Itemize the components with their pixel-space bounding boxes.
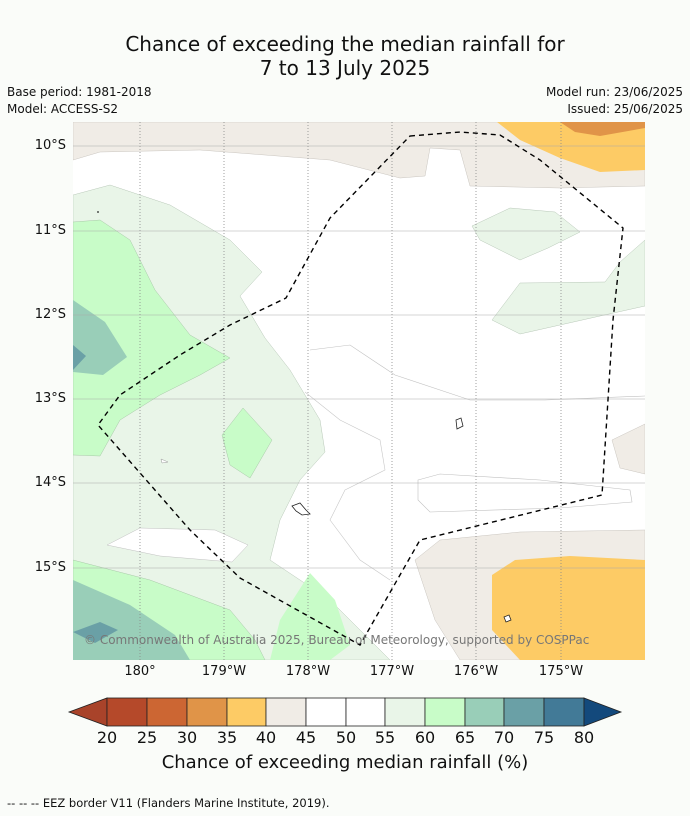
- colorbar-lower-extension: [67, 697, 108, 727]
- colorbar-tick-50: 50: [335, 728, 357, 747]
- lat-label-10s: 10°S: [34, 138, 66, 153]
- copyright-notice: © Commonwealth of Australia 2025, Bureau…: [84, 633, 590, 647]
- lon-label-178w: 178°W: [285, 664, 331, 679]
- colorbar-tick-80: 80: [573, 728, 595, 747]
- probability-field: [73, 122, 645, 660]
- colorbar-upper-extension: [583, 697, 623, 727]
- colorbar-tick-20: 20: [96, 728, 118, 747]
- eez-legend: -- -- -- EEZ border V11 (Flanders Marine…: [7, 796, 330, 810]
- colorbar-tick-75: 75: [533, 728, 555, 747]
- lat-label-13s: 13°S: [34, 391, 66, 406]
- colorbar-tick-65: 65: [454, 728, 476, 747]
- colorbar-tick-60: 60: [414, 728, 436, 747]
- model-name: Model: ACCESS-S2: [7, 102, 119, 116]
- lon-label-179w: 179°W: [201, 664, 247, 679]
- eez-border: [97, 131, 624, 646]
- colorbar-title: Chance of exceeding median rainfall (%): [161, 752, 529, 773]
- lat-label-15s: 15°S: [34, 560, 66, 575]
- lat-label-14s: 14°S: [34, 475, 66, 490]
- colorbar-tick-45: 45: [295, 728, 317, 747]
- colorbar-tick-70: 70: [493, 728, 515, 747]
- colorbar-tick-55: 55: [374, 728, 396, 747]
- lon-label-175w: 175°W: [538, 664, 584, 679]
- model-run: Model run: 23/06/2025: [545, 85, 683, 99]
- colorbar: [67, 697, 623, 727]
- issued-date: Issued: 25/06/2025: [567, 102, 683, 116]
- lat-label-12s: 12°S: [34, 307, 66, 322]
- lon-label-177w: 177°W: [369, 664, 415, 679]
- lon-label-176w: 176°W: [453, 664, 499, 679]
- colorbar-tick-25: 25: [136, 728, 158, 747]
- colorbar-tick-40: 40: [255, 728, 277, 747]
- lat-label-11s: 11°S: [34, 223, 66, 238]
- colorbar-tick-30: 30: [176, 728, 198, 747]
- map-title-line-1: Chance of exceeding the median rainfall …: [125, 32, 565, 56]
- colorbar-tick-35: 35: [216, 728, 238, 747]
- base-period: Base period: 1981-2018: [7, 85, 152, 99]
- graticule: [73, 122, 645, 660]
- map-title-line-2: 7 to 13 July 2025: [259, 56, 431, 80]
- lon-label-180: 180°: [124, 664, 156, 679]
